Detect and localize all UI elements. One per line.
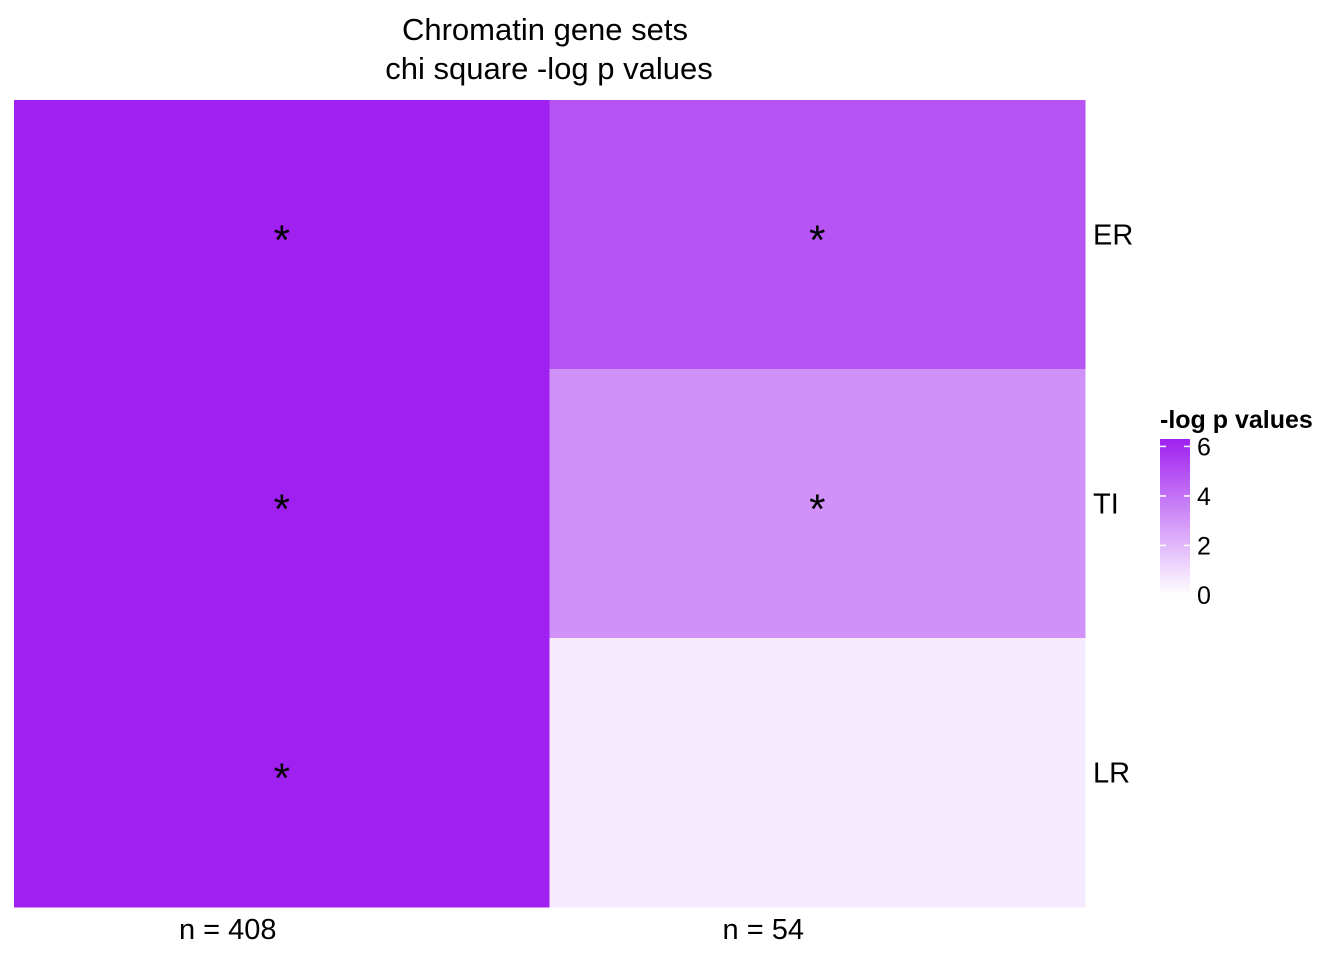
legend-tick-label: 4 [1197,483,1211,511]
heatmap-cell-ti-col1 [14,369,550,639]
column-labels: n = 408 n = 54 [179,914,804,946]
legend-tick-label: 6 [1197,433,1211,461]
row-labels: ER TI LR [1093,220,1133,790]
significance-star: * [274,486,290,533]
heatmap-cell-lr-col2 [549,638,1086,908]
heatmap-cell-er-col1 [14,100,550,370]
row-label-ti: TI [1093,489,1119,521]
chart-subtitle: chi square -log p values [385,51,712,86]
significance-star: * [809,486,825,533]
heatmap-cell-lr-col1 [14,638,550,908]
color-legend: -log p values 0 2 4 6 [1160,406,1313,610]
legend-title: -log p values [1160,406,1313,434]
row-label-lr: LR [1093,758,1130,790]
significance-star: * [274,755,290,802]
significance-star: * [274,217,290,264]
significance-star: * [809,217,825,264]
legend-tick-label: 0 [1197,582,1211,610]
legend-tick-label: 2 [1197,532,1211,560]
heatmap-cells [14,100,1086,908]
significance-markers: * * * * * [274,217,826,802]
legend-color-bar [1160,439,1190,595]
column-label-2: n = 54 [723,914,804,946]
column-label-1: n = 408 [179,914,277,946]
row-label-er: ER [1093,220,1133,252]
heatmap-cell-ti-col2 [549,369,1086,639]
chart-title: Chromatin gene sets [402,12,688,47]
heatmap-cell-er-col2 [549,100,1086,370]
